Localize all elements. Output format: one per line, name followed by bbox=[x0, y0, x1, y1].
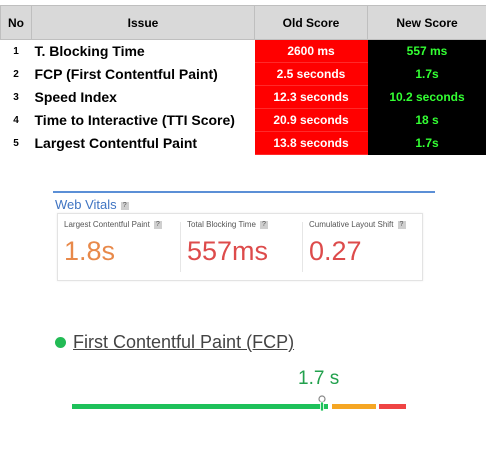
metric-value: 1.8s bbox=[64, 236, 116, 266]
header-issue: Issue bbox=[31, 5, 255, 40]
table-row: 3 Speed Index 12.3 seconds 10.2 seconds bbox=[1, 85, 486, 109]
help-icon[interactable]: ? bbox=[397, 220, 406, 229]
web-vitals-card: Largest Contentful Paint? 1.8s Total Blo… bbox=[57, 213, 423, 281]
metric-label-text: Cumulative Layout Shift bbox=[309, 220, 394, 229]
row-new-score: 557 ms bbox=[367, 39, 486, 63]
web-vitals-title: Web Vitals? bbox=[55, 197, 129, 212]
green-dot-icon bbox=[55, 337, 66, 348]
row-number: 4 bbox=[13, 114, 19, 126]
header-old-score: Old Score bbox=[254, 5, 368, 40]
row-issue: Speed Index bbox=[34, 89, 117, 105]
row-new-score: 1.7s bbox=[367, 62, 486, 86]
pin-marker-icon bbox=[318, 395, 326, 411]
row-old-score: 2.5 seconds bbox=[254, 62, 368, 86]
score-comparison-table: No Issue Old Score New Score 1 T. Blocki… bbox=[0, 5, 486, 155]
help-icon[interactable]: ? bbox=[120, 201, 129, 210]
row-number: 2 bbox=[13, 68, 19, 80]
web-vitals-panel: Web Vitals? Largest Contentful Paint? 1.… bbox=[53, 191, 435, 286]
metric-label-text: Total Blocking Time bbox=[187, 220, 256, 229]
bar-segment-good bbox=[72, 404, 328, 409]
table-row: 4 Time to Interactive (TTI Score) 20.9 s… bbox=[1, 108, 486, 132]
metric-divider bbox=[180, 222, 181, 272]
help-icon[interactable]: ? bbox=[153, 220, 162, 229]
row-issue: Largest Contentful Paint bbox=[34, 135, 198, 151]
metric-label: Cumulative Layout Shift? bbox=[309, 220, 406, 229]
panel-divider bbox=[53, 191, 435, 193]
metric-value: 0.27 bbox=[309, 236, 362, 266]
metric-value: 557ms bbox=[187, 236, 269, 266]
fcp-distribution-bar bbox=[72, 395, 406, 411]
bar-segment-needs-improvement bbox=[332, 404, 376, 409]
bar-segment-poor bbox=[379, 404, 406, 409]
metric-total-blocking-time: Total Blocking Time? 557ms bbox=[181, 214, 302, 280]
row-number: 5 bbox=[13, 137, 19, 149]
header-no: No bbox=[0, 5, 32, 40]
header-new-score: New Score bbox=[367, 5, 486, 40]
metric-label-text: Largest Contentful Paint bbox=[64, 220, 150, 229]
row-issue: T. Blocking Time bbox=[34, 43, 145, 60]
row-new-score: 10.2 seconds bbox=[367, 85, 486, 109]
metric-label: Total Blocking Time? bbox=[187, 220, 268, 229]
help-icon[interactable]: ? bbox=[259, 220, 268, 229]
table-row: 5 Largest Contentful Paint 13.8 seconds … bbox=[1, 131, 486, 155]
metric-cumulative-layout-shift: Cumulative Layout Shift? 0.27 bbox=[303, 214, 422, 280]
table-row: 2 FCP (First Contentful Paint) 2.5 secon… bbox=[1, 62, 486, 86]
row-issue: Time to Interactive (TTI Score) bbox=[34, 112, 235, 128]
row-issue: FCP (First Contentful Paint) bbox=[34, 66, 218, 82]
metric-divider bbox=[302, 222, 303, 272]
row-number: 3 bbox=[13, 91, 19, 103]
row-new-score: 1.7s bbox=[367, 131, 486, 155]
table-row: 1 T. Blocking Time 2600 ms 557 ms bbox=[1, 39, 486, 63]
metric-label: Largest Contentful Paint? bbox=[64, 220, 162, 229]
fcp-title-link[interactable]: First Contentful Paint (FCP) bbox=[73, 332, 295, 352]
row-old-score: 2600 ms bbox=[254, 39, 368, 63]
row-old-score: 20.9 seconds bbox=[254, 108, 368, 132]
metric-largest-contentful-paint: Largest Contentful Paint? 1.8s bbox=[58, 214, 179, 280]
row-new-score: 18 s bbox=[367, 108, 486, 132]
row-old-score: 13.8 seconds bbox=[254, 131, 368, 155]
row-old-score: 12.3 seconds bbox=[254, 85, 368, 109]
row-number: 1 bbox=[13, 45, 19, 57]
table-header-row: No Issue Old Score New Score bbox=[0, 5, 486, 40]
web-vitals-title-text: Web Vitals bbox=[55, 197, 117, 212]
fcp-value: 1.7 s bbox=[298, 368, 340, 389]
